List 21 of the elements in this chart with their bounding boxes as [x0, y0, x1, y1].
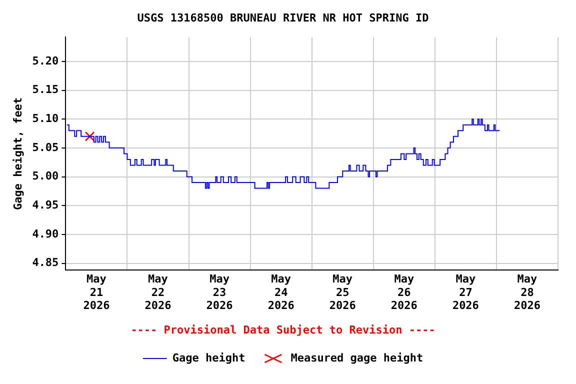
y-tick-label: 5.10	[32, 112, 59, 125]
y-tick-label: 4.85	[32, 256, 59, 270]
x-tick-label: May 26 2026	[390, 272, 418, 312]
chart-title: USGS 13168500 BRUNEAU RIVER NR HOT SPRING ID	[137, 11, 430, 24]
y-tick-label: 5.05	[32, 140, 59, 154]
x-tick-label: May 24 2026	[268, 272, 295, 312]
y-tick-label: 5.15	[32, 83, 59, 96]
legend-label: Measured gage height	[290, 351, 424, 364]
x-tick-label: May 25 2026	[329, 272, 356, 312]
x-tick-label: May 27 2026	[452, 272, 480, 312]
y-tick-label: 5.20	[32, 54, 59, 68]
y-axis-title: Gage height, feet	[11, 97, 24, 210]
text: ---- Provisional Data Subject to Revision ----	[130, 323, 436, 336]
x-tick-label: May 23 2026	[206, 272, 234, 312]
x-tick-label: May 22 2026	[144, 272, 172, 312]
y-tick-label: 4.90	[32, 227, 59, 240]
y-tick-label: 5.00	[32, 170, 59, 183]
y-tick-label: 4.95	[32, 198, 59, 212]
x-tick-label: May 28 2026	[514, 272, 541, 312]
x-tick-label: May 21 2026	[83, 272, 110, 312]
legend-label: Gage height	[172, 351, 246, 364]
